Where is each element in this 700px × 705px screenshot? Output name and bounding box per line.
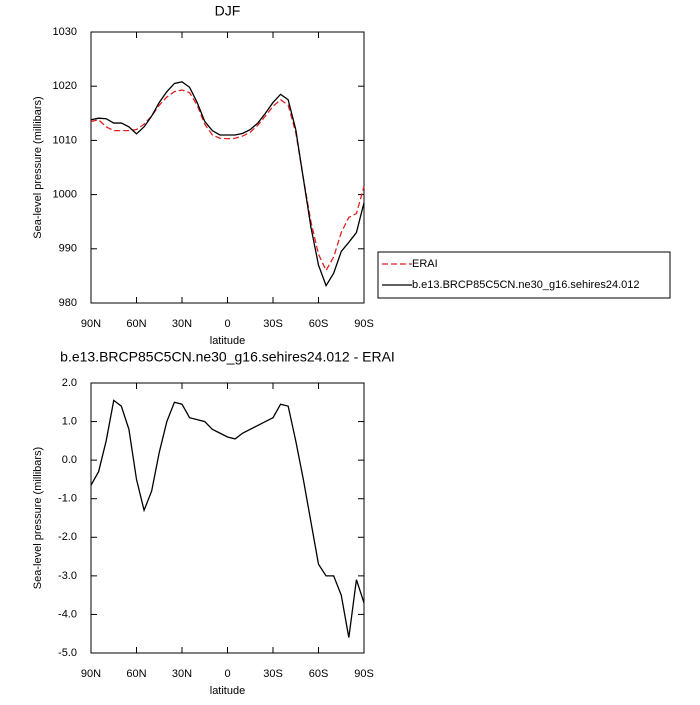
x-tick-label: 30N — [172, 668, 192, 680]
y-tick-label: 1020 — [53, 80, 77, 92]
legend-box — [377, 251, 671, 299]
y-tick-label: 1.0 — [62, 415, 77, 427]
x-tick-label: 0 — [224, 318, 230, 330]
y-axis-label: Sea-level pressure (millibars) — [32, 447, 44, 589]
x-axis-label: latitude — [210, 335, 245, 347]
x-axis-label: latitude — [210, 685, 245, 697]
y-tick-label: 980 — [59, 297, 77, 309]
y-tick-label: -2.0 — [58, 531, 77, 543]
x-tick-label: 90N — [81, 318, 101, 330]
y-tick-label: 1030 — [53, 26, 77, 38]
x-tick-label: 30S — [263, 318, 283, 330]
x-tick-label: 0 — [224, 668, 230, 680]
legend-label: ERAI — [412, 258, 438, 270]
y-tick-label: -4.0 — [58, 608, 77, 620]
plot-frame — [90, 382, 365, 654]
data-line — [90, 399, 365, 638]
x-tick-label: 60S — [309, 318, 329, 330]
y-tick-label: 1000 — [53, 189, 77, 201]
y-tick-label: -3.0 — [58, 570, 77, 582]
legend-label: b.e13.BRCP85C5CN.ne30_g16.sehires24.012 — [412, 279, 640, 291]
plot-frame — [90, 31, 365, 304]
chart-title: DJF — [215, 3, 241, 19]
x-tick-label: 90S — [354, 318, 374, 330]
y-axis-label: Sea-level pressure (millibars) — [32, 96, 44, 238]
data-line — [90, 89, 365, 272]
x-tick-label: 60N — [126, 668, 146, 680]
x-tick-label: 90S — [354, 668, 374, 680]
y-tick-label: 2.0 — [62, 377, 77, 389]
y-tick-label: 0.0 — [62, 454, 77, 466]
x-tick-label: 30N — [172, 318, 192, 330]
y-tick-label: 990 — [59, 243, 77, 255]
y-tick-label: -1.0 — [58, 493, 77, 505]
x-tick-label: 30S — [263, 668, 283, 680]
x-tick-label: 60N — [126, 318, 146, 330]
data-line — [90, 81, 365, 288]
y-tick-label: -5.0 — [58, 647, 77, 659]
chart-title: b.e13.BRCP85C5CN.ne30_g16.sehires24.012 … — [60, 349, 395, 365]
y-tick-label: 1010 — [53, 134, 77, 146]
x-tick-label: 60S — [309, 668, 329, 680]
x-tick-label: 90N — [81, 668, 101, 680]
